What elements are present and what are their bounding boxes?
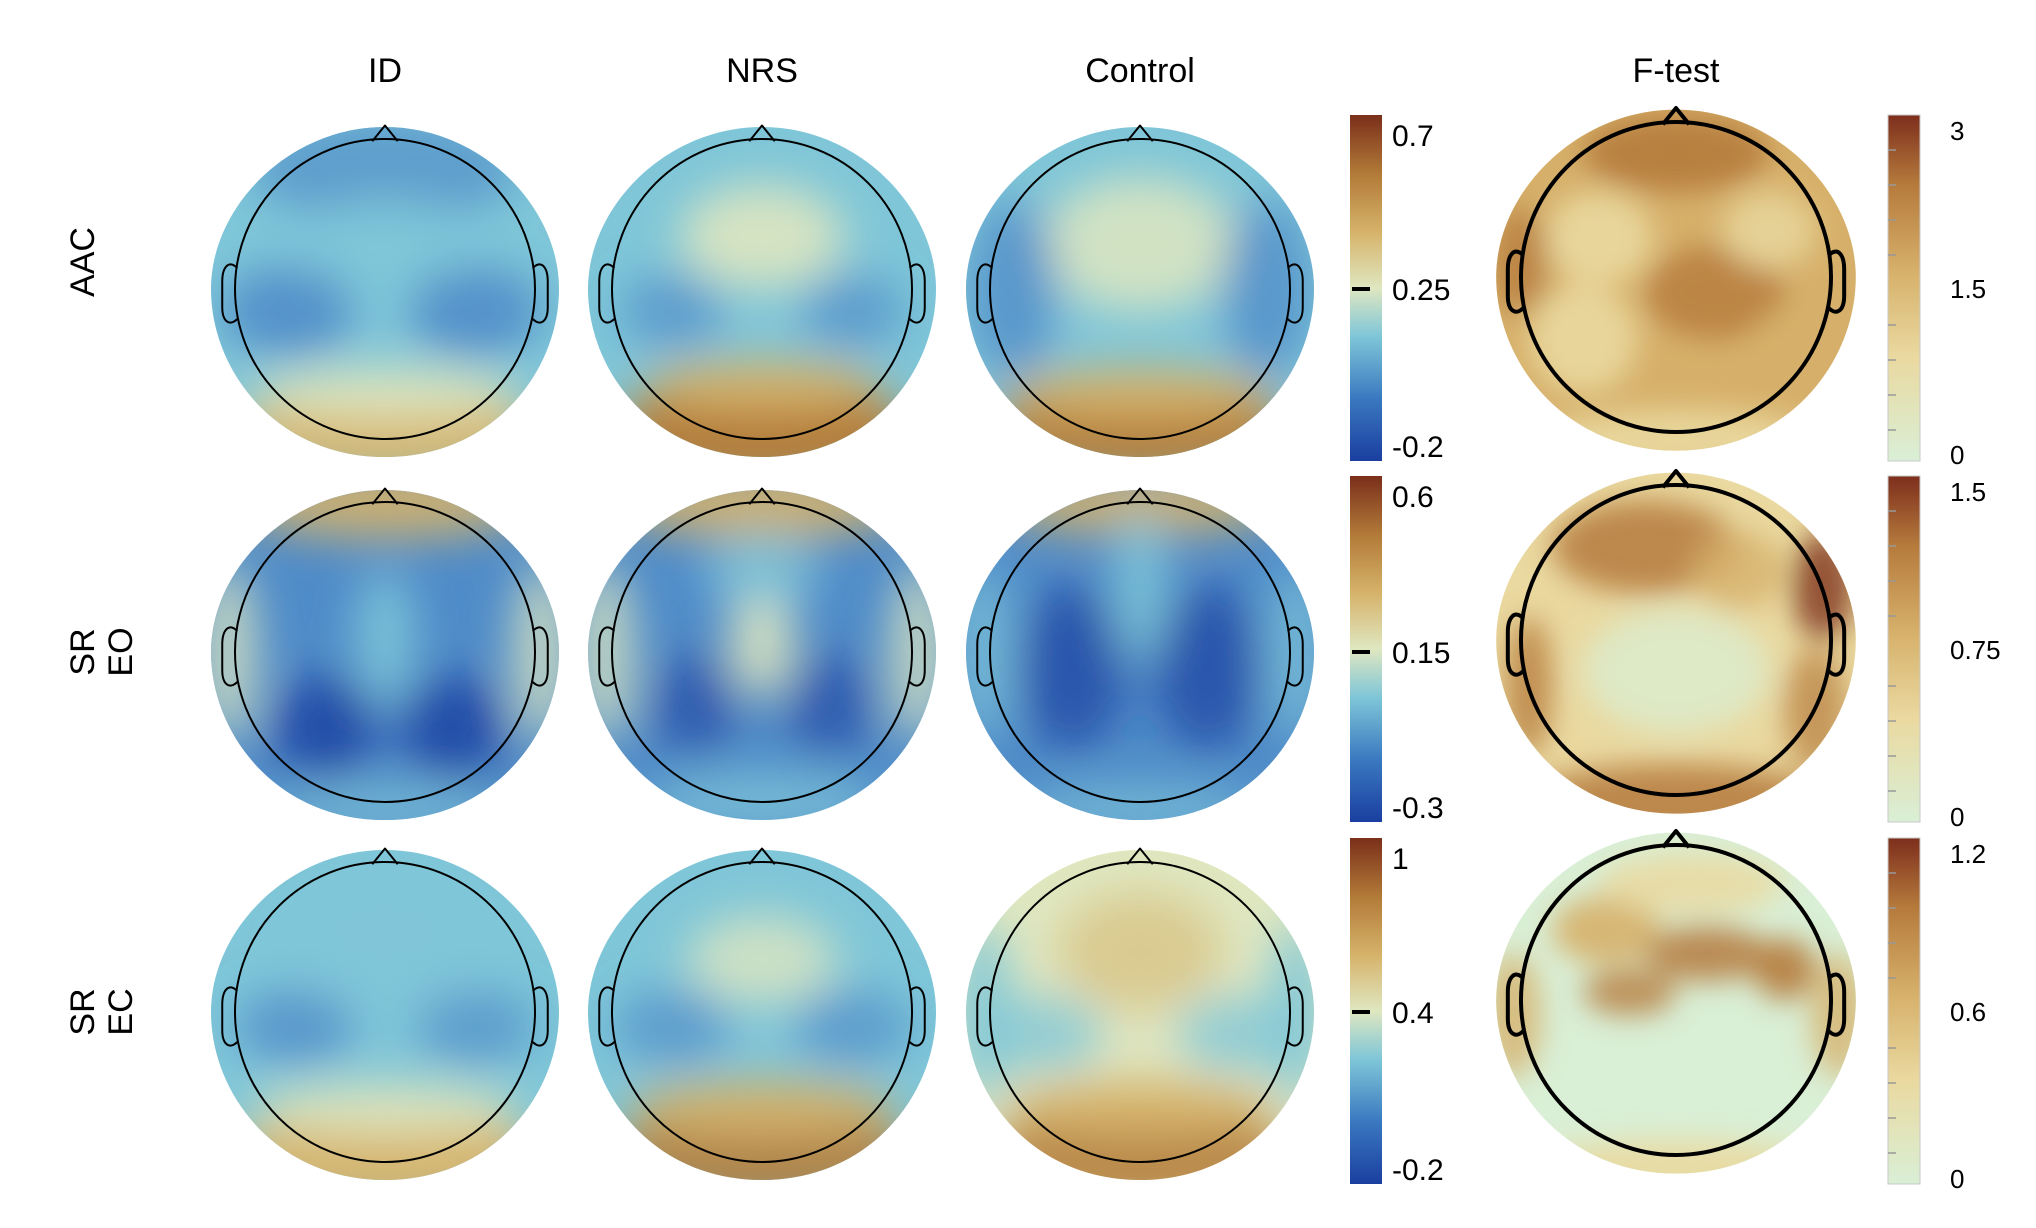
colorbar-diverging-row2: 0.6 0.15 -0.3 [1350,476,1450,825]
row-label-aac: AAC [64,227,102,297]
row-label-sr-ec: SR EC [64,988,140,1035]
col-title-nrs: NRS [726,52,798,90]
svg-text:AAC: AAC [64,227,102,297]
cbar-tick-min: -0.3 [1392,792,1444,825]
topomap-srec-control [966,847,1314,1180]
colorbar-diverging-row3: 1 0.4 -0.2 [1350,838,1444,1187]
topomap-srec-id [211,847,559,1180]
col-title-ftest: F-test [1633,52,1720,90]
cbar-tick-max: 1 [1392,843,1409,876]
cbar-tick-min: 0 [1950,1164,1964,1194]
col-title-id: ID [368,52,402,90]
topomap-aac-nrs [588,124,936,457]
cbar-tick-max: 0.7 [1392,120,1434,153]
colorbar-sequential-row3: 1.2 0.6 0 [1887,837,1986,1194]
topomap-aac-ftest [1496,106,1856,451]
col-title-control: Control [1085,52,1195,90]
cbar-tick-mid: 0.6 [1950,997,1986,1027]
cbar-tick-min: 0 [1950,440,1964,470]
topomap-aac-control [966,124,1314,457]
topomap-sreo-id [211,487,559,820]
cbar-tick-mid: 0.15 [1392,637,1450,670]
topomap-sreo-nrs [588,487,936,820]
cbar-tick-mid: 0.4 [1392,997,1434,1030]
topomap-sreo-ftest [1496,469,1856,814]
row-label-sr-eo: SR EO [64,627,140,676]
cbar-tick-min: -0.2 [1392,1154,1444,1187]
cbar-tick-mid: 0.75 [1950,635,2001,665]
cbar-tick-mid: 1.5 [1950,274,1986,304]
cbar-tick-max: 1.5 [1950,477,1986,507]
svg-text:SR: SR [64,988,102,1035]
svg-text:SR: SR [64,628,102,675]
cbar-tick-mid: 0.25 [1392,274,1450,307]
cbar-tick-min: 0 [1950,802,1964,832]
colorbar-diverging-row1: 0.7 0.25 -0.2 [1350,115,1450,464]
topomap-srec-ftest [1496,829,1856,1174]
svg-text:EO: EO [102,627,140,676]
topomap-aac-id [211,124,559,457]
topomap-sreo-control [966,487,1314,820]
cbar-tick-max: 0.6 [1392,481,1434,514]
colorbar-sequential-row2: 1.5 0.75 0 [1887,475,2001,832]
cbar-tick-max: 1.2 [1950,839,1986,869]
cbar-tick-max: 3 [1950,116,1964,146]
topomap-srec-nrs [588,847,936,1180]
cbar-tick-min: -0.2 [1392,431,1444,464]
svg-text:EC: EC [102,988,140,1035]
colorbar-sequential-row1: 3 1.5 0 [1887,114,1986,470]
